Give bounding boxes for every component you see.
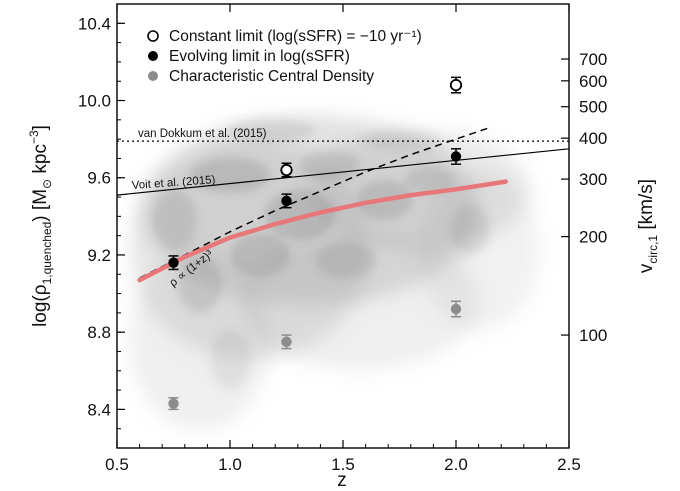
- model-lines: [117, 126, 569, 283]
- x-axis: 0.5 1.0 1.5 2.0 2.5: [105, 4, 581, 474]
- legend-label-evolving-limit: Evolving limit in log(sSFR): [169, 48, 350, 65]
- density-background: [130, 115, 540, 430]
- series-line-3: [137, 179, 508, 283]
- x-tick-label: 1.0: [218, 455, 242, 474]
- y2-axis-title: vcirc,1 [km/s]: [636, 179, 660, 273]
- x-axis-title: z: [337, 470, 347, 491]
- x-tick-label: 1.5: [331, 455, 355, 474]
- annotation-van-dokkum: van Dokkum et al. (2015): [138, 128, 267, 140]
- y2-axis: 100 200 300 400 500 600 700: [561, 50, 607, 345]
- y-tick-label: 9.6: [87, 169, 111, 188]
- data-point-series-1: [281, 195, 292, 207]
- data-point-series-1: [450, 151, 462, 162]
- data-point-series-2: [168, 398, 179, 409]
- legend-marker-open-circle: [147, 30, 159, 42]
- y2-tick-label: 400: [579, 129, 607, 148]
- y2-tick-label: 500: [579, 98, 607, 117]
- y2-tick-label: 700: [579, 50, 607, 69]
- x-tick-label: 2.0: [444, 455, 468, 474]
- y2-tick-label: 300: [579, 170, 607, 189]
- y2-tick-label: 600: [579, 72, 607, 91]
- y-tick-label: 10.0: [78, 92, 111, 111]
- y-axis-title: log(ρ1,quenched) [M⊙ kpc−3]: [27, 125, 54, 327]
- data-point-series-0: [449, 78, 463, 92]
- series-line-2: [139, 126, 491, 279]
- data-point-series-2: [281, 336, 292, 348]
- x-tick-label: 2.5: [557, 455, 581, 474]
- series-line-1: [117, 148, 569, 196]
- y-tick-label: 10.4: [78, 14, 111, 33]
- data-point-series-1: [168, 257, 179, 268]
- y-tick-label: 8.4: [87, 400, 111, 419]
- data-point-series-0: [280, 163, 293, 177]
- y2-tick-label: 200: [579, 228, 607, 247]
- y-tick-label: 9.2: [87, 246, 111, 265]
- annotation-voit: Voit et al. (2015): [131, 174, 216, 192]
- y-axis: 8.4 8.8 9.2 9.6 10.0 10.4: [78, 3, 125, 449]
- legend-marker-gray-circle: [148, 71, 158, 81]
- x-tick-label: 0.5: [105, 455, 129, 474]
- data-point-series-2: [450, 303, 462, 315]
- legend-marker-filled-circle: [148, 51, 158, 61]
- legend-label-central-density: Characteristic Central Density: [169, 68, 374, 85]
- legend: Constant limit (log(sSFR) = −10 yr⁻¹) Ev…: [147, 28, 422, 85]
- y-tick-label: 8.8: [87, 323, 111, 342]
- y2-tick-label: 100: [579, 326, 607, 345]
- legend-label-constant-limit: Constant limit (log(sSFR) = −10 yr⁻¹): [169, 28, 422, 45]
- data-points: [168, 76, 463, 411]
